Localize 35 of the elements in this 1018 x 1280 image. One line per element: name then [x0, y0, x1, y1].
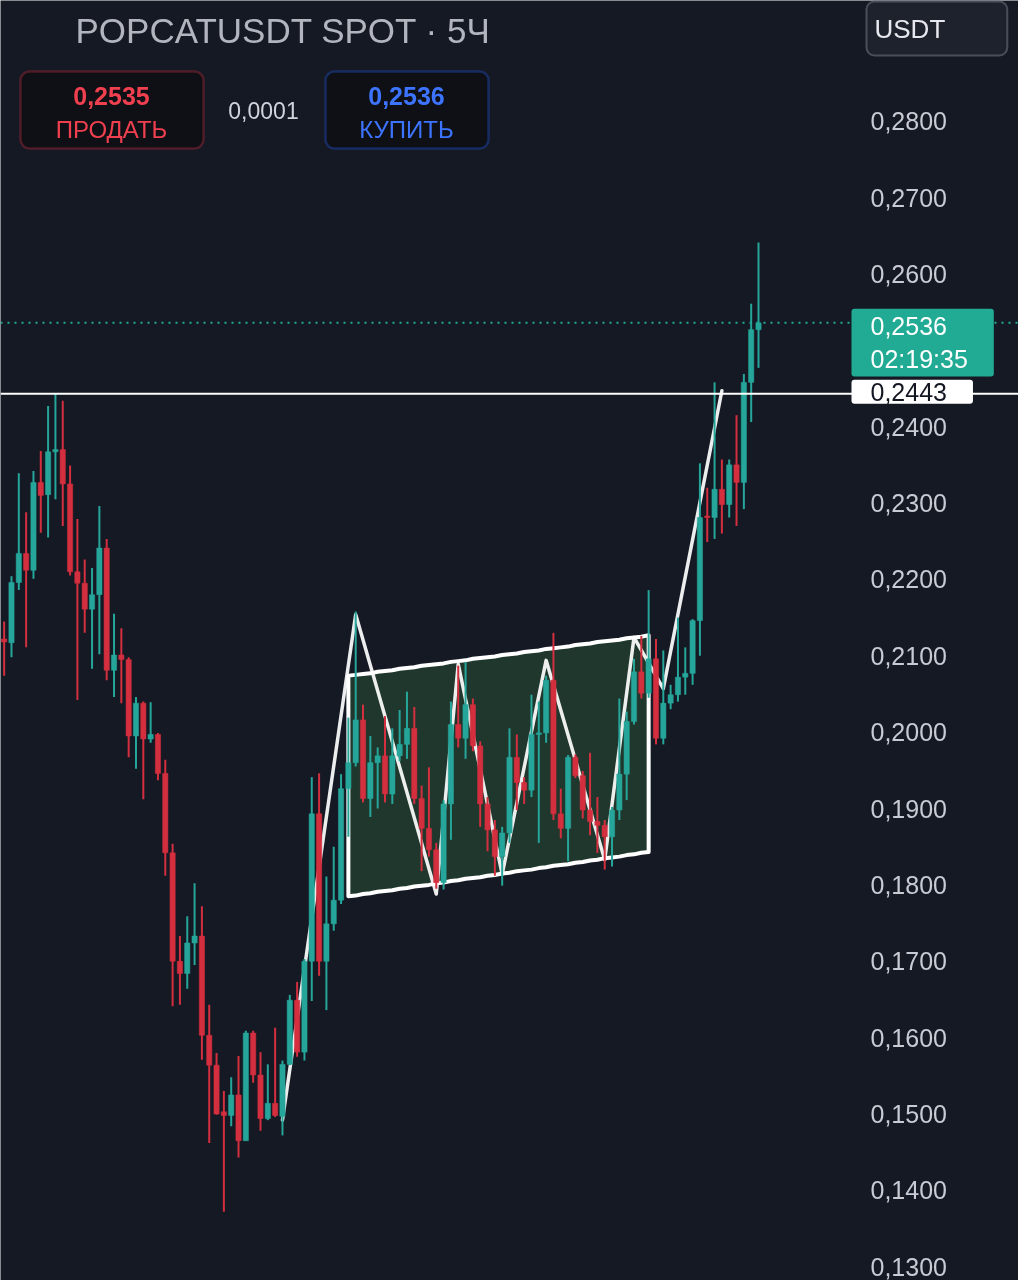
y-tick-label: 0,1900 [870, 794, 947, 823]
y-tick-label: 0,2700 [870, 183, 947, 212]
candlestick [704, 486, 711, 543]
y-tick-label: 0,1800 [870, 870, 947, 899]
y-tick-label: 0,2000 [870, 718, 947, 747]
y-tick-label: 0,2200 [870, 565, 947, 594]
ref-line-label: 0,2443 [870, 377, 947, 406]
ref-line-label: 0,2536 02:19:35 [870, 311, 968, 374]
y-tick-label: 0,1600 [870, 1023, 947, 1052]
y-tick-label: 0,2800 [870, 107, 947, 136]
candlestick [264, 1063, 271, 1122]
annotation: 0,2535 [73, 81, 150, 110]
chart-title: POPCATUSDT SPOT · 5Ч [75, 11, 490, 50]
candlestick [147, 701, 154, 744]
y-tick-label: 0,1500 [870, 1100, 947, 1129]
candlestick [37, 450, 44, 534]
y-tick-label: 0,1400 [870, 1176, 947, 1205]
candlestick [272, 1026, 279, 1119]
y-tick-label: 0,2300 [870, 489, 947, 518]
annotation: 0,2536 [368, 81, 445, 110]
annotation: USDT [874, 13, 946, 44]
candlestick [111, 612, 117, 699]
y-tick-label: 0,1700 [870, 947, 947, 976]
annotation: 0,0001 [228, 98, 299, 124]
y-tick-label: 0,1300 [870, 1252, 947, 1280]
annotation: КУПИТЬ [359, 116, 454, 143]
y-tick-label: 0,2600 [870, 259, 947, 288]
y-tick-label: 0,2400 [870, 412, 947, 441]
candlestick [1, 620, 8, 677]
candlestick [23, 511, 30, 649]
candlestick [228, 1076, 235, 1128]
candlestick [733, 414, 740, 527]
annotation: ПРОДАТЬ [55, 116, 168, 143]
y-tick-label: 0,2100 [870, 641, 947, 670]
candlestick [719, 458, 725, 535]
